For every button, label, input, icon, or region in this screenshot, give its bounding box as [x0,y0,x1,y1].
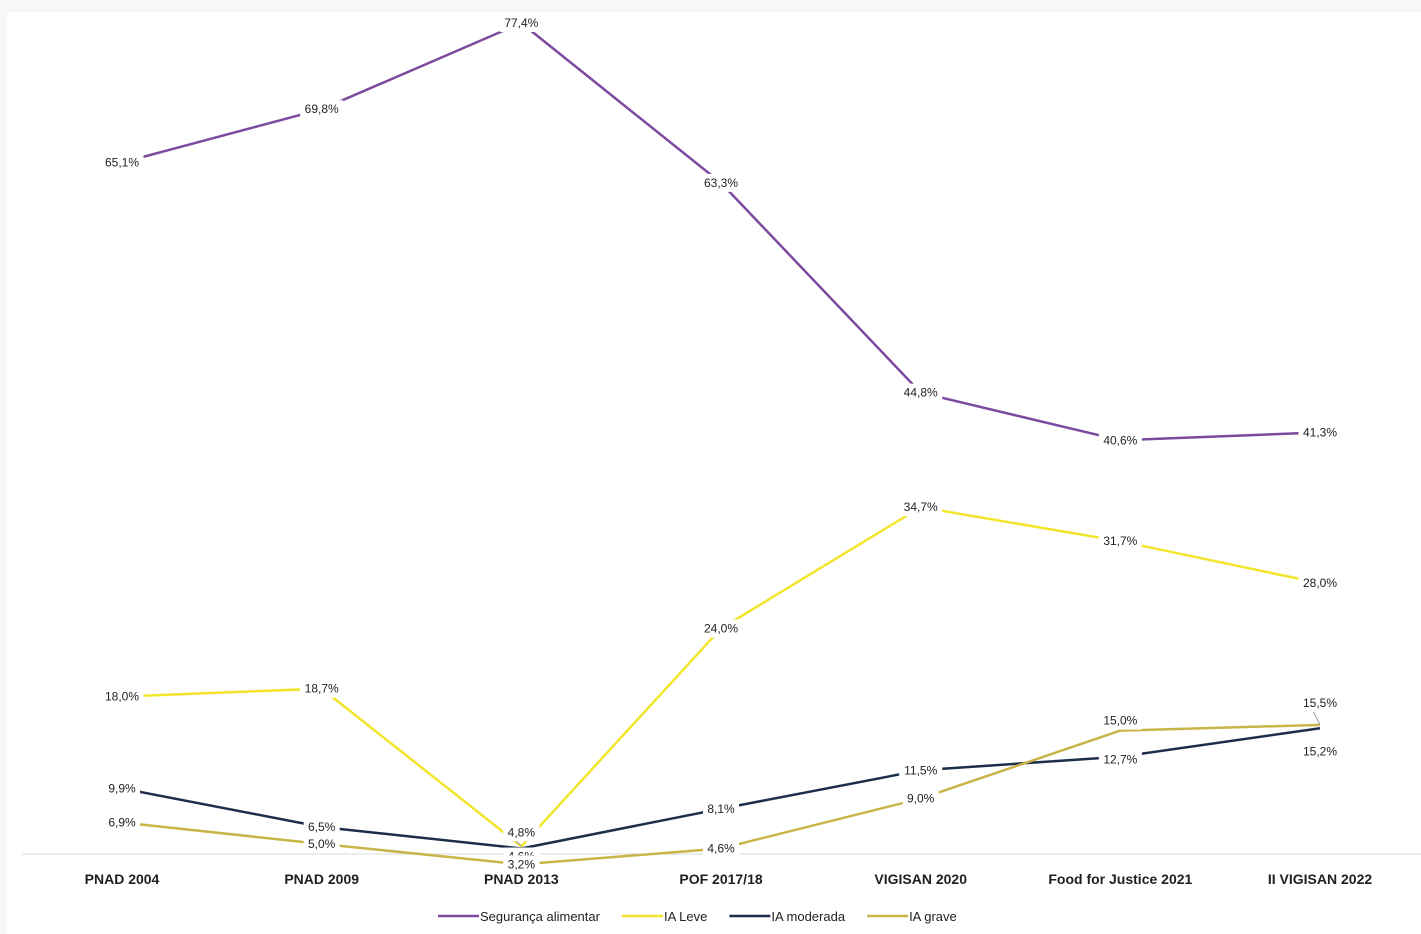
data-label: 34,7% [904,500,938,514]
legend-label: IA grave [909,909,957,924]
series-line-2 [121,727,1321,850]
series-line-1 [121,505,1321,848]
data-label: 18,7% [305,682,339,696]
data-label-layer: 65,1% 69,8% 77,4% 63,3% 44,8% 40,6% 41,3% 18,0%… [100,13,1342,874]
data-label-bg [1298,742,1342,761]
data-label: 15,5% [1303,696,1337,710]
legend-label: IA Leve [664,909,707,924]
data-label-bg [303,835,340,853]
data-label-bg [104,779,140,798]
data-label-bg [1298,693,1342,712]
legend: Segurança alimentar IA Leve IA moderada IA … [438,909,957,924]
data-label-bg [1298,423,1342,442]
data-label: 31,7% [1103,534,1137,548]
data-label-bg [699,619,743,638]
data-label-bg [104,813,140,832]
data-label-bg [1098,532,1142,551]
data-label: 8,1% [707,802,735,816]
data-label: 4,6% [707,842,735,856]
data-label: 5,0% [308,837,336,851]
category-label: PNAD 2004 [85,871,160,887]
category-label: POF 2017/18 [679,871,762,887]
data-label-bg [1098,750,1142,769]
series-line-0 [121,21,1321,442]
category-label: PNAD 2009 [284,871,359,887]
data-label-bg [1298,574,1342,593]
data-label-bg [703,839,740,858]
data-label-bg [100,153,144,172]
data-label-bg [699,173,743,192]
data-label-bg [300,679,344,698]
data-label: 24,0% [704,622,738,636]
category-label: PNAD 2013 [484,871,559,887]
data-label-bg [902,789,939,808]
data-label: 3,2% [508,857,536,871]
data-label: 41,3% [1303,425,1337,439]
data-label: 28,0% [1303,576,1337,590]
category-axis: PNAD 2004 PNAD 2009 PNAD 2013 POF 2017/18 VI… [85,871,1373,887]
data-label: 11,5% [904,763,937,777]
data-label-bg [899,761,943,780]
data-label-bg [1098,711,1142,730]
data-label: 44,8% [904,386,938,400]
category-label: II VIGISAN 2022 [1268,871,1372,887]
data-label-bg [499,13,543,32]
data-label: 77,4% [504,16,538,30]
data-label-bg [703,799,740,818]
data-label: 40,6% [1103,433,1137,447]
data-label: 6,9% [108,815,136,829]
category-label: Food for Justice 2021 [1048,871,1192,887]
data-label-bg [1098,431,1142,450]
data-label: 4,8% [508,825,536,839]
data-label: 18,0% [105,690,139,704]
data-label-bg [100,687,144,706]
data-label: 65,1% [105,155,139,169]
chart-area [7,12,1421,934]
category-label: VIGISAN 2020 [874,871,967,887]
data-label-bg [899,498,943,517]
data-label-bg [899,383,943,402]
data-label-bg [503,855,540,874]
data-label-bg [503,823,540,842]
data-label-bg [300,100,344,119]
data-label: 6,5% [308,820,336,834]
legend-label: Segurança alimentar [480,909,601,924]
data-label-bg [303,817,340,836]
data-label: 15,2% [1303,744,1337,758]
data-label: 15,0% [1103,714,1137,728]
data-label: 12,7% [1103,753,1137,767]
data-label: 63,3% [704,176,738,190]
data-label: 69,8% [305,102,339,116]
data-label: 9,9% [108,781,136,795]
legend-label: IA moderada [771,909,845,924]
data-label: 9,0% [907,792,935,806]
